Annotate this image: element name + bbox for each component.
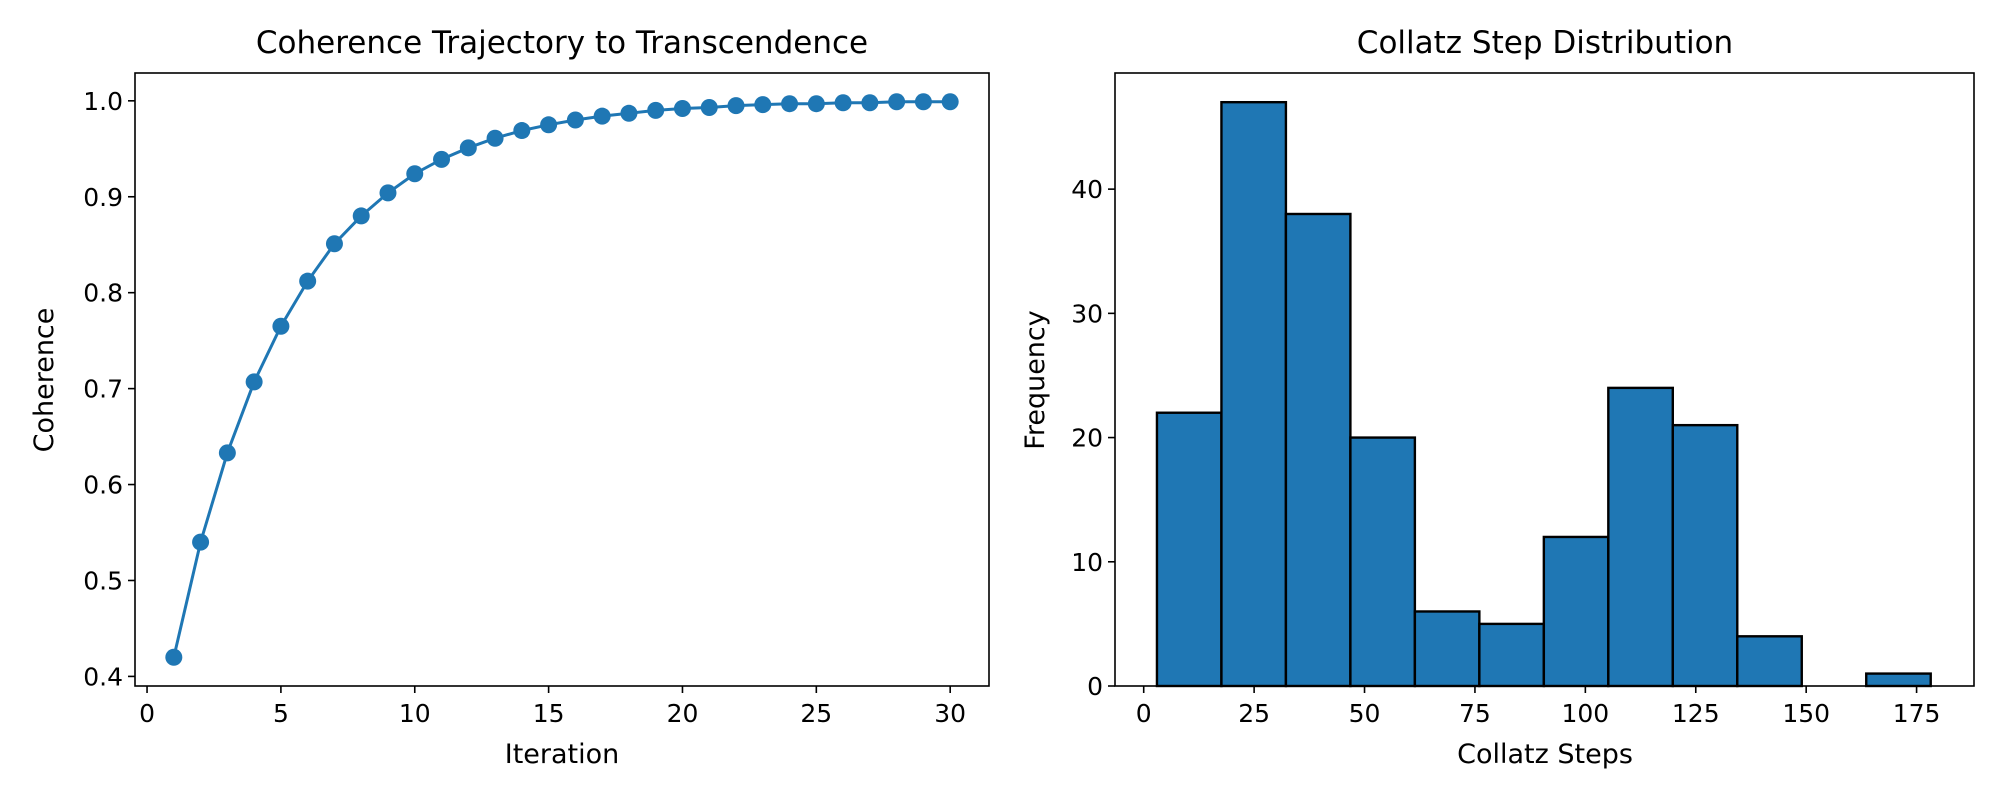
data-point bbox=[807, 95, 825, 113]
y-tick-label: 0.4 bbox=[83, 662, 123, 691]
data-point bbox=[647, 101, 665, 119]
y-tick-label: 0 bbox=[1087, 672, 1103, 701]
data-point bbox=[165, 648, 183, 666]
data-point bbox=[406, 165, 424, 183]
plot-frame bbox=[134, 72, 990, 687]
data-point bbox=[245, 373, 263, 391]
x-axis-label: Iteration bbox=[505, 739, 620, 770]
y-tick-label: 20 bbox=[1071, 424, 1103, 453]
y-tick-label: 1.0 bbox=[83, 87, 123, 116]
x-tick-label: 0 bbox=[1136, 699, 1152, 728]
data-point bbox=[727, 97, 745, 115]
data-point bbox=[754, 96, 772, 114]
y-tick-label: 0.7 bbox=[83, 375, 123, 404]
x-tick-label: 0 bbox=[139, 699, 155, 728]
data-point bbox=[272, 317, 290, 335]
histogram-bar bbox=[1671, 423, 1739, 688]
y-tick-label: 0.8 bbox=[83, 279, 123, 308]
histogram-bar bbox=[1736, 635, 1803, 688]
x-tick-label: 150 bbox=[1782, 699, 1830, 728]
data-point bbox=[459, 139, 477, 157]
data-point bbox=[192, 533, 210, 551]
x-tick-label: 5 bbox=[273, 699, 289, 728]
x-tick-label: 100 bbox=[1561, 699, 1609, 728]
x-tick-label: 50 bbox=[1349, 699, 1381, 728]
data-point bbox=[673, 99, 691, 117]
histogram-bar bbox=[1478, 622, 1546, 688]
y-tick-label: 30 bbox=[1071, 299, 1103, 328]
histogram-bar bbox=[1413, 610, 1481, 688]
data-point bbox=[700, 99, 718, 117]
data-point bbox=[299, 272, 317, 290]
chart-title: Collatz Step Distribution bbox=[1357, 25, 1733, 61]
x-tick-label: 125 bbox=[1672, 699, 1720, 728]
y-tick-label: 40 bbox=[1071, 175, 1103, 204]
histogram-bar bbox=[1865, 672, 1932, 688]
x-tick-label: 30 bbox=[934, 699, 966, 728]
data-point bbox=[888, 93, 906, 111]
y-tick-label: 10 bbox=[1071, 548, 1103, 577]
data-point bbox=[486, 129, 504, 147]
y-tick-label: 0.5 bbox=[83, 566, 123, 595]
data-point bbox=[540, 116, 558, 134]
data-marks bbox=[165, 93, 959, 666]
collatz-histogram-chart: Collatz Step Distribution Collatz Steps … bbox=[1020, 25, 1975, 770]
data-point bbox=[914, 93, 932, 111]
histogram-bar bbox=[1542, 535, 1610, 688]
data-point bbox=[218, 444, 236, 462]
histogram-bar bbox=[1607, 386, 1674, 688]
y-tick-label: 0.6 bbox=[83, 471, 123, 500]
data-point bbox=[566, 111, 584, 129]
histogram-bar bbox=[1284, 212, 1352, 688]
y-axis-label: Frequency bbox=[1020, 310, 1051, 450]
axis-ticks: 0 5 10 15 20 25 30 0.4 0.5 0.6 0.7 0.8 0.9 1.0 bbox=[83, 87, 966, 728]
x-tick-label: 25 bbox=[800, 699, 832, 728]
data-point bbox=[513, 122, 531, 140]
x-tick-label: 20 bbox=[667, 699, 699, 728]
plot-frame bbox=[1114, 72, 1975, 687]
data-marks bbox=[1155, 100, 1932, 688]
data-point bbox=[325, 235, 343, 253]
data-point bbox=[620, 104, 638, 122]
x-tick-label: 175 bbox=[1893, 699, 1941, 728]
x-tick-label: 25 bbox=[1238, 699, 1270, 728]
axis-ticks: 0 25 50 75 100 125 150 175 0 10 20 30 40 bbox=[1071, 175, 1940, 728]
data-point bbox=[781, 95, 799, 113]
histogram-bar bbox=[1349, 436, 1417, 688]
x-tick-label: 15 bbox=[533, 699, 565, 728]
coherence-line-chart: Coherence Trajectory to Transcendence It… bbox=[29, 25, 990, 770]
data-point bbox=[834, 94, 852, 112]
histogram-bar bbox=[1220, 100, 1288, 688]
data-point bbox=[593, 107, 611, 125]
data-point bbox=[941, 93, 959, 111]
chart-title: Coherence Trajectory to Transcendence bbox=[256, 25, 868, 61]
data-point bbox=[433, 150, 451, 168]
histogram-bar bbox=[1155, 411, 1223, 688]
data-point bbox=[861, 94, 879, 112]
data-point bbox=[352, 207, 370, 225]
x-axis-label: Collatz Steps bbox=[1457, 739, 1633, 770]
data-point bbox=[379, 184, 397, 202]
y-tick-label: 0.9 bbox=[83, 183, 123, 212]
x-tick-label: 10 bbox=[399, 699, 431, 728]
x-tick-label: 75 bbox=[1459, 699, 1491, 728]
y-axis-label: Coherence bbox=[29, 308, 60, 453]
